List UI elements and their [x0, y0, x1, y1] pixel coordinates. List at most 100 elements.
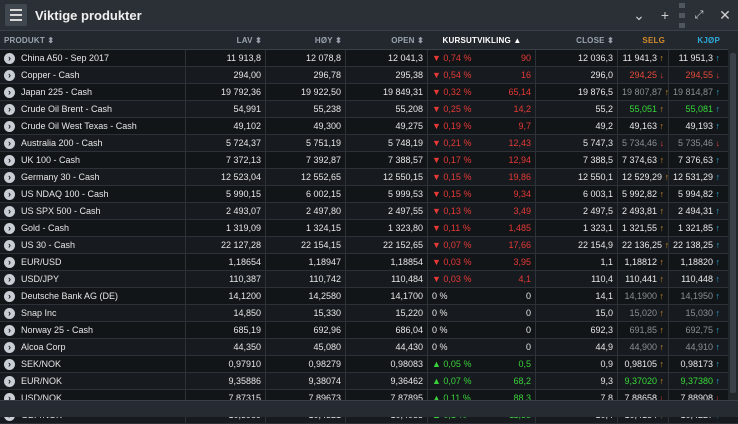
selg-button[interactable]: 7 374,63 ↑ — [618, 152, 669, 168]
kjop-button[interactable]: 12 531,29 ↑ — [673, 172, 721, 182]
expand-row-icon[interactable]: › — [4, 341, 15, 353]
product-cell[interactable]: › USD/NOK — [0, 390, 186, 406]
product-cell[interactable]: › Australia 200 - Cash — [0, 135, 186, 151]
expand-row-icon[interactable]: › — [4, 290, 15, 302]
table-row[interactable]: › Germany 30 - Cash 12 523,04 12 552,65 … — [0, 169, 738, 186]
product-cell[interactable]: › SEK/NOK — [0, 356, 186, 372]
selg-button[interactable]: 110,441 ↑ — [618, 271, 669, 287]
expand-row-icon[interactable]: › — [4, 69, 15, 81]
table-row[interactable]: › Deutsche Bank AG (DE) 14,1200 14,2580 … — [0, 288, 738, 305]
product-cell[interactable]: › US NDAQ 100 - Cash — [0, 186, 186, 202]
expand-row-icon[interactable]: › — [4, 222, 15, 234]
table-row[interactable]: › Australia 200 - Cash 5 724,37 5 751,19… — [0, 135, 738, 152]
col-open[interactable]: OPEN ⬍ — [391, 35, 424, 45]
plus-icon[interactable]: + — [660, 7, 670, 23]
selg-button[interactable]: 5 734,46 ↓ — [618, 135, 669, 151]
product-cell[interactable]: › China A50 - Sep 2017 — [0, 50, 186, 66]
product-name[interactable]: Germany 30 - Cash — [21, 172, 100, 182]
table-row[interactable]: › Crude Oil Brent - Cash 54,991 55,238 5… — [0, 101, 738, 118]
kjop-button[interactable]: 11 951,3 ↑ — [678, 53, 720, 63]
product-cell[interactable]: › Snap Inc — [0, 305, 186, 321]
selg-button[interactable]: 294,25 ↓ — [618, 67, 669, 83]
product-cell[interactable]: › EUR/USD — [0, 254, 186, 270]
col-kursutvikling[interactable]: KURSUTVIKLING ▲ — [442, 35, 522, 45]
product-name[interactable]: USD/JPY — [21, 274, 60, 284]
selg-button[interactable]: 22 136,25 ↑ — [618, 237, 669, 253]
product-name[interactable]: USD/NOK — [21, 393, 63, 403]
col-hoy[interactable]: HØY ⬍ — [314, 35, 342, 45]
table-row[interactable]: › USD/JPY 110,387 110,742 110,484 ▼ 0,03… — [0, 271, 738, 288]
table-row[interactable]: › SEK/NOK 0,97910 0,98279 0,98083 ▲ 0,05… — [0, 356, 738, 373]
product-cell[interactable]: › USD/JPY — [0, 271, 186, 287]
expand-row-icon[interactable]: › — [4, 307, 15, 319]
kjop-button[interactable]: 2 494,31 ↑ — [677, 206, 720, 216]
expand-row-icon[interactable]: › — [4, 324, 15, 336]
expand-row-icon[interactable]: › — [4, 239, 15, 251]
table-row[interactable]: › US NDAQ 100 - Cash 5 990,15 6 002,15 5… — [0, 186, 738, 203]
kjop-button[interactable]: 1 321,85 ↑ — [677, 223, 720, 233]
product-cell[interactable]: › Norway 25 - Cash — [0, 322, 186, 338]
close-icon[interactable]: ✕ — [719, 6, 731, 23]
table-row[interactable]: › EUR/USD 1,18654 1,18947 1,18854 ▼ 0,03… — [0, 254, 738, 271]
product-name[interactable]: Australia 200 - Cash — [21, 138, 103, 148]
expand-row-icon[interactable]: › — [4, 256, 15, 268]
col-close[interactable]: CLOSE ⬍ — [576, 35, 614, 45]
selg-button[interactable]: 2 493,81 ↑ — [618, 203, 669, 219]
selg-button[interactable]: 1 321,55 ↑ — [618, 220, 669, 236]
scroll-thumb[interactable] — [730, 53, 736, 393]
table-row[interactable]: › Snap Inc 14,850 15,330 15,220 0 % 0 15… — [0, 305, 738, 322]
table-row[interactable]: › US SPX 500 - Cash 2 493,07 2 497,80 2 … — [0, 203, 738, 220]
kjop-button[interactable]: 49,193 ↑ — [685, 121, 720, 131]
scrollbar[interactable] — [728, 49, 738, 401]
product-cell[interactable]: › Crude Oil West Texas - Cash — [0, 118, 186, 134]
drag-handle[interactable] — [678, 0, 686, 30]
kjop-button[interactable]: 55,081 ↑ — [685, 104, 720, 114]
product-name[interactable]: US SPX 500 - Cash — [21, 206, 101, 216]
kjop-button[interactable]: 5 994,82 ↑ — [677, 189, 720, 199]
selg-button[interactable]: 0,98105 ↑ — [618, 356, 669, 372]
expand-row-icon[interactable]: › — [4, 52, 15, 64]
selg-button[interactable]: 49,163 ↑ — [618, 118, 669, 134]
product-name[interactable]: UK 100 - Cash — [21, 155, 81, 165]
table-row[interactable]: › Crude Oil West Texas - Cash 49,102 49,… — [0, 118, 738, 135]
product-name[interactable]: China A50 - Sep 2017 — [21, 53, 110, 63]
product-cell[interactable]: › Japan 225 - Cash — [0, 84, 186, 100]
table-row[interactable]: › Alcoa Corp 44,350 45,080 44,430 0 % 0 … — [0, 339, 738, 356]
selg-button[interactable]: 691,85 ↑ — [618, 322, 669, 338]
selg-button[interactable]: 12 529,29 ↑ — [618, 169, 669, 185]
selg-button[interactable]: 1,18812 ↑ — [618, 254, 669, 270]
product-cell[interactable]: › EUR/NOK — [0, 373, 186, 389]
selg-button[interactable]: 55,051 ↑ — [618, 101, 669, 117]
product-name[interactable]: EUR/NOK — [21, 376, 63, 386]
expand-row-icon[interactable]: › — [4, 103, 15, 115]
product-cell[interactable]: › Crude Oil Brent - Cash — [0, 101, 186, 117]
table-row[interactable]: › Norway 25 - Cash 685,19 692,96 686,04 … — [0, 322, 738, 339]
kjop-button[interactable]: 7,88908 ↓ — [680, 393, 720, 403]
chevron-down-icon[interactable]: ⌄ — [633, 6, 645, 23]
expand-row-icon[interactable]: › — [4, 154, 15, 166]
table-row[interactable]: › UK 100 - Cash 7 372,13 7 392,87 7 388,… — [0, 152, 738, 169]
product-name[interactable]: Alcoa Corp — [21, 342, 66, 352]
product-name[interactable]: Copper - Cash — [21, 70, 80, 80]
kjop-button[interactable]: 5 735,46 ↓ — [677, 138, 720, 148]
expand-row-icon[interactable]: › — [4, 392, 15, 404]
kjop-button[interactable]: 110,448 ↑ — [681, 274, 720, 284]
product-name[interactable]: Deutsche Bank AG (DE) — [21, 291, 119, 301]
table-row[interactable]: › Gold - Cash 1 319,09 1 324,15 1 323,80… — [0, 220, 738, 237]
selg-button[interactable]: 9,37020 ↑ — [618, 373, 669, 389]
expand-row-icon[interactable]: › — [4, 86, 15, 98]
table-row[interactable]: › EUR/NOK 9,35886 9,38074 9,36462 ▲ 0,07… — [0, 373, 738, 390]
product-name[interactable]: US 30 - Cash — [21, 240, 76, 250]
product-name[interactable]: Crude Oil Brent - Cash — [21, 104, 113, 114]
product-name[interactable]: Japan 225 - Cash — [21, 87, 93, 97]
table-row[interactable]: › China A50 - Sep 2017 11 913,8 12 078,8… — [0, 50, 738, 67]
expand-row-icon[interactable]: › — [4, 205, 15, 217]
col-kjop[interactable]: KJØP — [697, 35, 720, 45]
product-name[interactable]: Gold - Cash — [21, 223, 70, 233]
kjop-button[interactable]: 692,75 ↑ — [685, 325, 720, 335]
kjop-button[interactable]: 19 814,87 ↑ — [673, 87, 721, 97]
kjop-button[interactable]: 7 376,63 ↑ — [677, 155, 720, 165]
kjop-button[interactable]: 294,55 ↓ — [685, 70, 720, 80]
product-name[interactable]: Crude Oil West Texas - Cash — [21, 121, 137, 131]
expand-row-icon[interactable]: › — [4, 171, 15, 183]
